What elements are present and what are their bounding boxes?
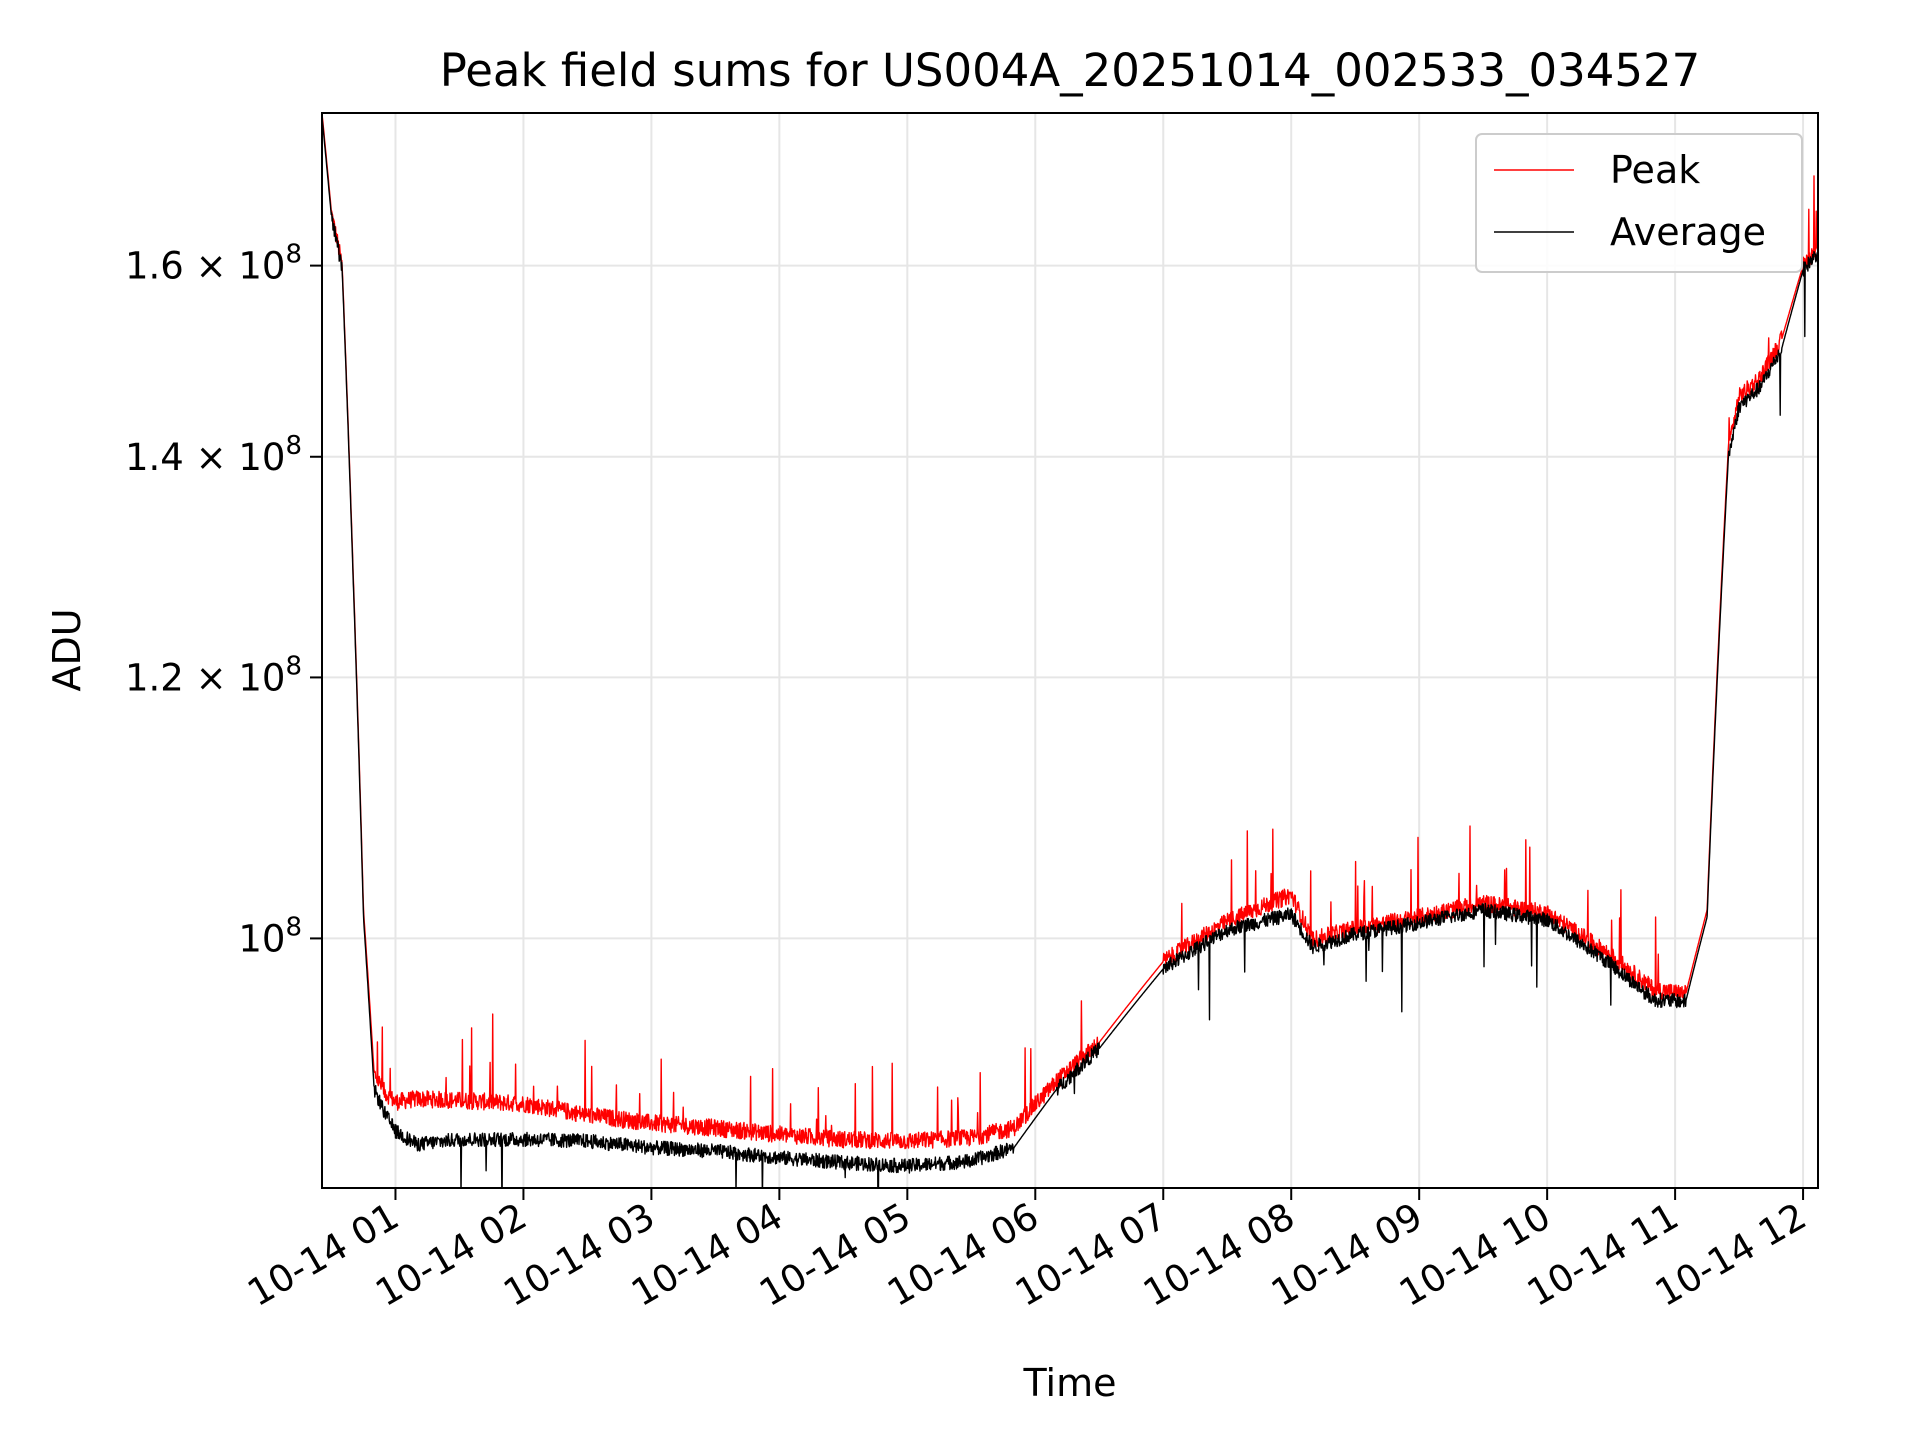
series-layer [322, 113, 1818, 1188]
chart-title: Peak field sums for US004A_20251014_0025… [440, 44, 1701, 97]
grid [322, 113, 1818, 1188]
x-axis-label: Time [1023, 1361, 1117, 1405]
y-tick-label: 1.2 × 108 [125, 651, 302, 699]
y-tick-label: 1.4 × 108 [125, 431, 302, 479]
y-tick-label: 1.6 × 108 [125, 240, 302, 288]
y-axis-label: ADU [45, 608, 89, 691]
legend-label: Average [1610, 210, 1766, 254]
y-axis: 108 1.2 × 108 1.4 × 108 1.6 × 108 [125, 240, 322, 960]
legend-label: Peak [1610, 148, 1700, 192]
plot-frame [321, 112, 1819, 1189]
series-line-average [322, 116, 1818, 1188]
legend-box [1475, 133, 1803, 273]
y-tick-label: 108 [238, 912, 302, 960]
legend: Peak Average [1475, 133, 1803, 273]
